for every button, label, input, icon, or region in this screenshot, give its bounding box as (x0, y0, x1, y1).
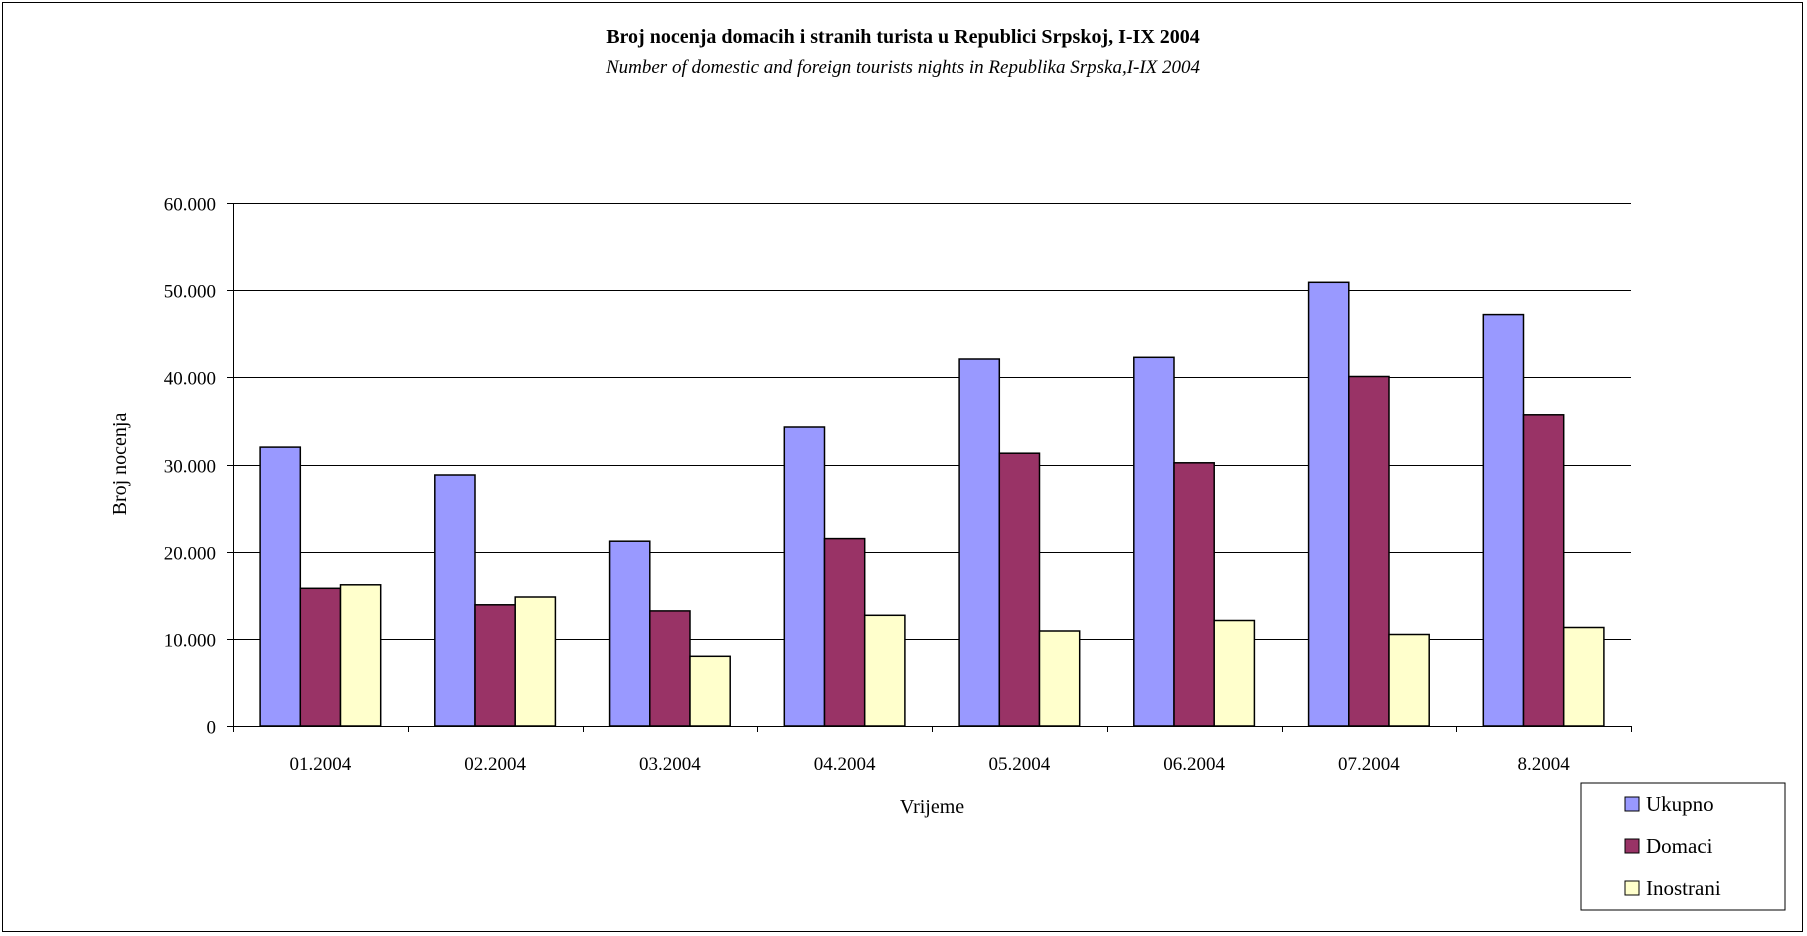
y-tick-label: 0 (207, 718, 217, 739)
y-axis-title: Broj nocenja (109, 413, 131, 516)
bar-inostrani-3 (689, 655, 731, 727)
x-tick-label: 06.2004 (1163, 754, 1225, 775)
chart-subtitle: Number of domestic and foreign tourists … (605, 57, 1201, 78)
x-tick-label: 05.2004 (989, 754, 1051, 775)
y-tick-label: 40.000 (164, 369, 216, 390)
bar-domaci-8 (1522, 414, 1565, 727)
bar-inostrani-4 (863, 614, 906, 727)
legend-swatch-inostrani (1624, 880, 1640, 896)
bar-domaci-3 (649, 610, 691, 727)
x-tick-label: 02.2004 (464, 754, 526, 775)
y-tick-label: 50.000 (164, 282, 216, 303)
bar-ukupno-7 (1307, 281, 1350, 727)
bars (259, 281, 1605, 727)
legend-box (1580, 782, 1786, 911)
legend-label-inostrani: Inostrani (1646, 876, 1721, 900)
bar-ukupno-8 (1482, 313, 1525, 727)
bar-domaci-5 (998, 452, 1041, 727)
bar-inostrani-7 (1388, 633, 1430, 727)
bar-domaci-1 (299, 587, 342, 727)
y-tick-label: 10.000 (164, 631, 216, 652)
bar-ukupno-5 (958, 358, 1001, 727)
bar-ukupno-6 (1133, 356, 1175, 727)
y-tick-label: 20.000 (164, 544, 216, 565)
legend-swatch-domaci (1624, 838, 1640, 854)
bar-domaci-4 (823, 537, 866, 727)
legend-label-ukupno: Ukupno (1646, 792, 1714, 816)
x-tick-label: 07.2004 (1338, 754, 1400, 775)
bar-ukupno-2 (434, 474, 476, 727)
legend: Ukupno Domaci Inostrani (1580, 782, 1786, 911)
chart-title: Broj nocenja domacih i stranih turista u… (606, 26, 1200, 48)
y-tick-label: 60.000 (164, 195, 216, 216)
bar-ukupno-1 (259, 446, 302, 727)
y-tick-label: 30.000 (164, 457, 216, 478)
bar-domaci-2 (474, 604, 516, 727)
legend-swatch-ukupno (1624, 796, 1640, 812)
bar-inostrani-8 (1562, 626, 1605, 727)
bar-domaci-6 (1173, 462, 1215, 727)
axes (227, 203, 1632, 732)
bar-ukupno-3 (608, 540, 651, 727)
bar-inostrani-1 (339, 584, 382, 727)
x-tick-label: 01.2004 (290, 754, 352, 775)
x-tick-label: 03.2004 (639, 754, 701, 775)
tick-labels: 0 10.000 20.000 30.000 40.000 50.000 60.000 01.… (164, 195, 1570, 776)
bar-inostrani-6 (1213, 619, 1256, 727)
legend-label-domaci: Domaci (1646, 834, 1713, 858)
bar-inostrani-2 (514, 596, 557, 727)
x-tick-label: 04.2004 (814, 754, 876, 775)
x-axis-title: Vrijeme (900, 796, 964, 818)
bar-inostrani-5 (1038, 630, 1081, 727)
bar-domaci-7 (1348, 375, 1390, 727)
bar-ukupno-4 (783, 426, 826, 727)
x-tick-label: 8.2004 (1517, 754, 1570, 775)
